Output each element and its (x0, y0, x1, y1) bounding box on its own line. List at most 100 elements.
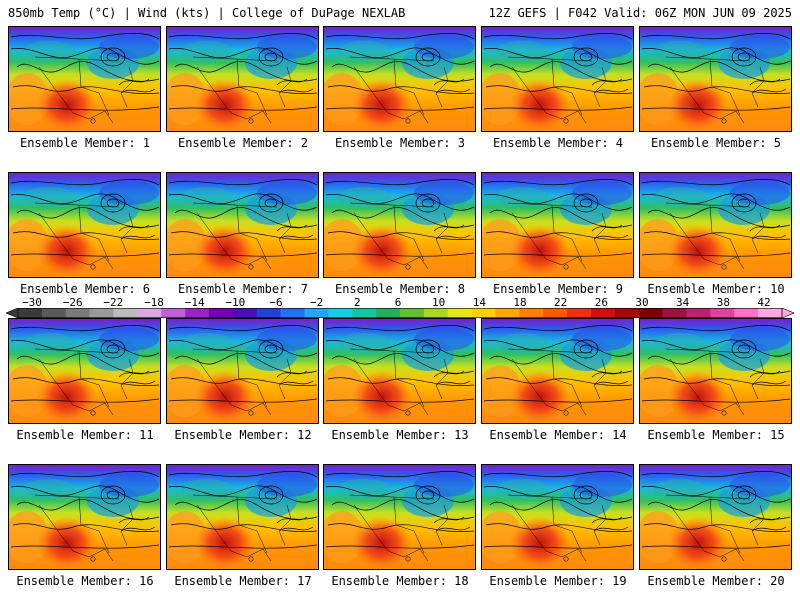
color-bar-bin (662, 308, 687, 318)
color-bar-bin (567, 308, 592, 318)
ensemble-member-label: Ensemble Member: 14 (489, 428, 627, 442)
color-bar-bin (400, 308, 425, 318)
color-bar-outline (17, 308, 783, 318)
color-bar-bin (376, 308, 401, 318)
color-bar-bin (113, 308, 138, 318)
color-bar-bin (161, 308, 186, 318)
color-bar-bin (519, 308, 544, 318)
color-bar-tick-label: 42 (757, 296, 771, 309)
ensemble-member-map-panel (323, 318, 476, 424)
ensemble-member-label: Ensemble Member: 6 (19, 282, 151, 296)
ensemble-member-map-panel (166, 464, 319, 570)
color-bar-bin (232, 308, 258, 318)
ensemble-member-map-panel (639, 318, 792, 424)
ensemble-member-map-panel (481, 464, 634, 570)
color-bar-tick-label: −10 (225, 296, 246, 309)
ensemble-member-map-panel (639, 26, 792, 132)
color-bar-tick-label: −30 (22, 296, 42, 309)
color-bar-bin (591, 308, 616, 318)
ensemble-member-map-panel (8, 464, 161, 570)
temperature-map (640, 319, 791, 423)
color-bar-bin (758, 308, 783, 318)
color-bar-tick-label: −26 (62, 296, 83, 309)
temperature-map (167, 319, 318, 423)
ensemble-member-map-panel (481, 172, 634, 278)
ensemble-member-label: Ensemble Member: 20 (647, 574, 785, 588)
color-bar-bin (41, 308, 67, 318)
temperature-map (482, 465, 633, 569)
color-bar-bin (304, 308, 329, 318)
color-bar-bin (710, 308, 735, 318)
color-bar-tick-label: −2 (310, 296, 324, 309)
ensemble-member-map-panel (323, 172, 476, 278)
ensemble-member-label: Ensemble Member: 4 (492, 136, 624, 150)
color-bar-tick-label: 26 (594, 296, 608, 309)
color-bar-bin (423, 308, 449, 318)
ensemble-member-label: Ensemble Member: 11 (16, 428, 154, 442)
ensemble-member-map-panel (8, 26, 161, 132)
ensemble-member-map-panel (166, 26, 319, 132)
temperature-map (9, 173, 160, 277)
temperature-map (167, 27, 318, 131)
ensemble-member-label: Ensemble Member: 15 (647, 428, 785, 442)
ensemble-member-map-panel (8, 318, 161, 424)
color-bar-tick-label: 14 (472, 296, 486, 309)
ensemble-member-label: Ensemble Member: 10 (647, 282, 785, 296)
color-bar-tick-label: −6 (269, 296, 283, 309)
color-bar-tick-label: 38 (716, 296, 730, 309)
color-bar-tick-label: 30 (635, 296, 649, 309)
color-bar-tick-label: 2 (354, 296, 361, 309)
color-bar-low-arrow (6, 308, 19, 318)
ensemble-member-map-panel (481, 318, 634, 424)
temperature-map (640, 173, 791, 277)
color-bar-bin (495, 308, 520, 318)
run-valid-time: 12Z GEFS | F042 Valid: 06Z MON JUN 09 20… (488, 6, 792, 20)
temperature-map (324, 465, 475, 569)
ensemble-member-label: Ensemble Member: 17 (174, 574, 312, 588)
color-bar-tick-label: 22 (554, 296, 568, 309)
color-bar-bin (328, 308, 353, 318)
color-bar-tick-label: −18 (144, 296, 164, 309)
color-bar-bin (471, 308, 496, 318)
ensemble-member-label: Ensemble Member: 9 (492, 282, 624, 296)
ensemble-member-map-panel (166, 318, 319, 424)
color-bar-bin (18, 308, 43, 318)
ensemble-member-label: Ensemble Member: 2 (177, 136, 309, 150)
color-bar-bin (280, 308, 305, 318)
ensemble-member-label: Ensemble Member: 12 (174, 428, 312, 442)
color-bar-bin (734, 308, 759, 318)
temperature-map (9, 27, 160, 131)
ensemble-member-map-panel (639, 172, 792, 278)
ensemble-member-label: Ensemble Member: 18 (331, 574, 469, 588)
ensemble-member-label: Ensemble Member: 16 (16, 574, 154, 588)
ensemble-member-label: Ensemble Member: 13 (331, 428, 469, 442)
temperature-map (482, 27, 633, 131)
temperature-map (167, 465, 318, 569)
temperature-map (640, 27, 791, 131)
color-bar-high-arrow (781, 308, 794, 318)
temperature-map (324, 27, 475, 131)
temperature-map (640, 465, 791, 569)
color-bar-bin (89, 308, 114, 318)
temperature-map (167, 173, 318, 277)
ensemble-member-label: Ensemble Member: 5 (650, 136, 782, 150)
ensemble-member-map-panel (323, 26, 476, 132)
color-bar-bin (256, 308, 281, 318)
color-bar-tick-label: 6 (394, 296, 402, 309)
temperature-color-bar (6, 308, 794, 318)
color-bar-bin (65, 308, 90, 318)
color-bar-bin (209, 308, 234, 318)
ensemble-member-label: Ensemble Member: 3 (334, 136, 466, 150)
ensemble-member-label: Ensemble Member: 7 (177, 282, 309, 296)
temperature-map (324, 173, 475, 277)
color-bar-tick-label: 34 (676, 296, 690, 309)
ensemble-member-map-panel (166, 172, 319, 278)
color-bar-tick-label: −22 (103, 296, 124, 309)
color-bar-bin (614, 308, 640, 318)
temperature-map (482, 319, 633, 423)
ensemble-member-map-panel (481, 26, 634, 132)
ensemble-member-label: Ensemble Member: 8 (334, 282, 466, 296)
ensemble-member-map-panel (639, 464, 792, 570)
color-bar-bin (543, 308, 568, 318)
color-bar-tick-label: 18 (513, 296, 527, 309)
